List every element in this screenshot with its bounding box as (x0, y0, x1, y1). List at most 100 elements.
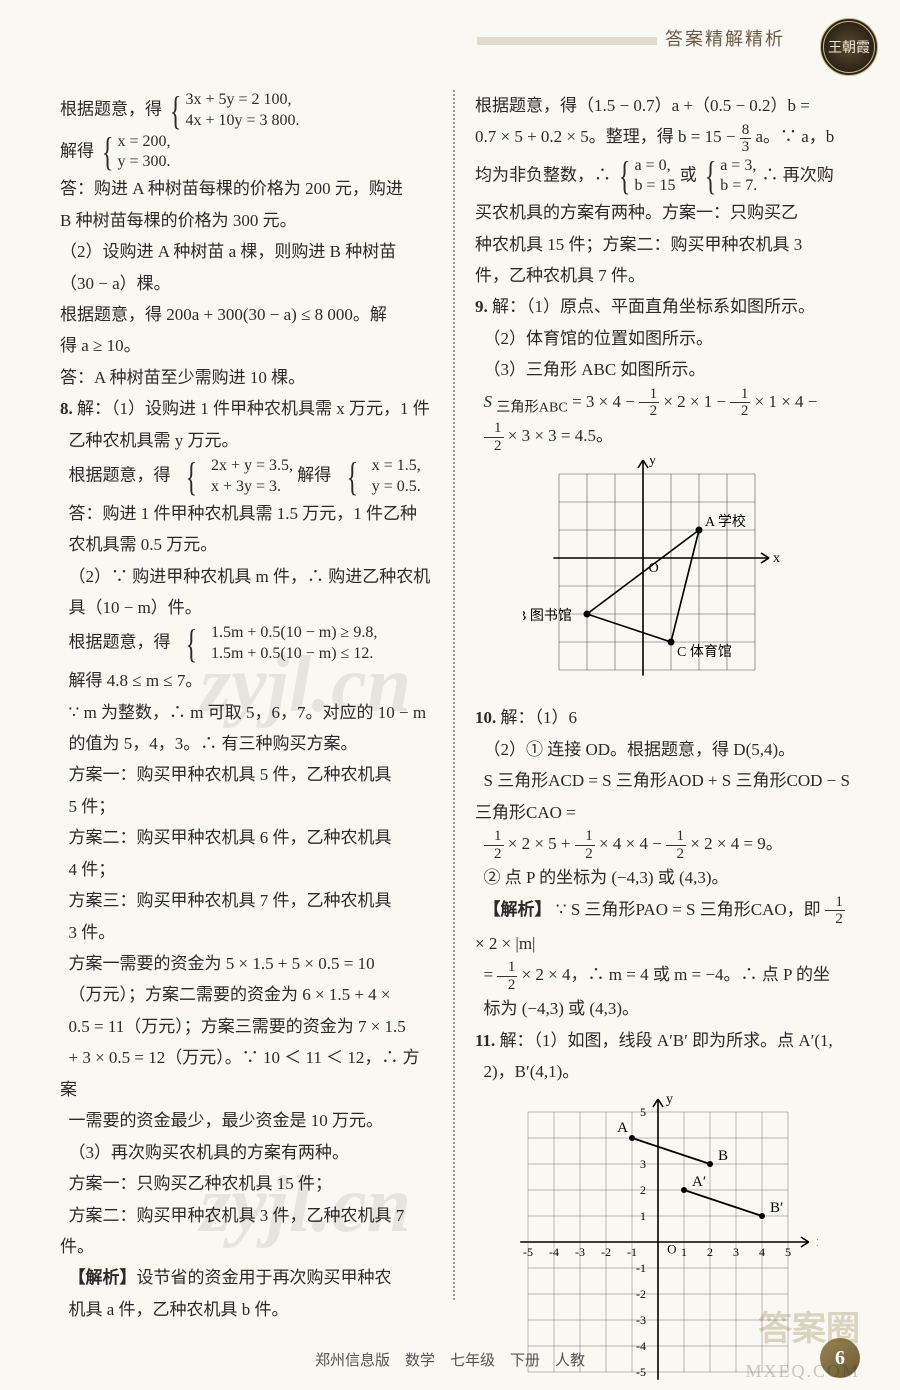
text: 解：（1）设购进 1 件甲种农机具需 x 万元，1 件 (77, 399, 430, 418)
svg-text:-4: -4 (549, 1245, 559, 1259)
frac-n: 1 (497, 959, 517, 977)
text: （2）体育馆的位置如图所示。 (475, 323, 850, 354)
svg-text:x: x (773, 551, 780, 566)
text: × 1 × 4 − (755, 392, 818, 411)
text: 根据题意，得 (69, 466, 171, 485)
text: 的值为 5，4，3。∴ 有三种购买方案。 (60, 728, 433, 759)
eq: 1.5m + 0.5(10 − m) ≤ 12. (202, 644, 377, 665)
q-number: 10. (475, 708, 496, 727)
text: 机具 a 件，乙种农机具 b 件。 (60, 1294, 433, 1325)
text: ∵ S 三角形PAO = S 三角形CAO，即 (556, 900, 825, 919)
text: = (484, 965, 498, 984)
svg-text:x: x (816, 1235, 817, 1250)
text: × 2 × 5 + (508, 834, 575, 853)
svg-text:-1: -1 (627, 1245, 637, 1259)
svg-text:y: y (649, 458, 656, 468)
frac-d: 2 (825, 911, 845, 928)
text: 件，乙种农机具 7 件。 (475, 260, 850, 291)
text: 解：（1）6 (501, 708, 578, 727)
text: 或 (680, 165, 697, 184)
text: 5 件； (60, 791, 433, 822)
text: ∴ 再次购 (761, 165, 833, 184)
text: × 3 × 3 = 4.5。 (508, 426, 613, 445)
text: （3）再次购买农机具的方案有两种。 (60, 1137, 433, 1168)
svg-text:1: 1 (681, 1245, 687, 1259)
text: × 2 × 4，∴ m = 4 或 m = −4。∴ 点 P 的坐 (522, 965, 830, 984)
text: 答：A 种树苗至少需购进 10 棵。 (60, 362, 433, 393)
text: 解得 4.8 ≤ m ≤ 7。 (60, 665, 433, 696)
text: 方案一：购买甲种农机具 5 件，乙种农机具 (60, 759, 433, 790)
svg-text:-3: -3 (575, 1245, 585, 1259)
text: 根据题意，得 (69, 633, 171, 652)
eq: b = 15 (634, 176, 675, 197)
frac-d: 2 (484, 846, 504, 863)
text: 得 a ≥ 10。 (60, 330, 433, 361)
text: （2）设购进 A 种树苗 a 棵，则购进 B 种树苗 (60, 236, 433, 267)
text: 解得 (297, 466, 331, 485)
text: 种农机具 15 件；方案二：购买甲种农机具 3 (475, 229, 850, 260)
text: 一需要的资金最少，最少资金是 10 万元。 (60, 1105, 433, 1136)
frac-d: 3 (740, 139, 752, 156)
svg-text:A: A (617, 1120, 628, 1136)
eq: a = 3, (720, 156, 757, 177)
text: （2）∵ 购进甲种农机具 m 件，∴ 购进乙种农机 (60, 561, 433, 592)
text: 3 件。 (60, 917, 433, 948)
svg-text:4: 4 (759, 1245, 765, 1259)
svg-text:-3: -3 (636, 1313, 646, 1327)
svg-text:5: 5 (785, 1245, 791, 1259)
text: 买农机具的方案有两种。方案一：只购买乙 (475, 197, 850, 228)
text: （2）① 连接 OD。根据题意，得 D(5,4)。 (475, 734, 850, 765)
svg-text:A 学校: A 学校 (705, 513, 746, 530)
text: 三角形ABC (496, 399, 568, 415)
text: （3）三角形 ABC 如图所示。 (475, 354, 850, 385)
text: ∵ m 为整数，∴ m 可取 5，6，7。对应的 10 − m (60, 697, 433, 728)
svg-text:5: 5 (640, 1105, 646, 1119)
svg-text:-1: -1 (636, 1261, 646, 1275)
watermark: MXEQ.COM (745, 1361, 860, 1382)
text: 2)，B′(4,1)。 (475, 1056, 850, 1087)
text: 0.7 × 5 + 0.2 × 5。整理，得 b = 15 − (475, 127, 740, 146)
footer-text: 郑州信息版 数学 七年级 下册 人教 (315, 1349, 585, 1370)
text: = 3 × 4 − (572, 392, 639, 411)
brand-badge: 王朝霞 (820, 18, 878, 76)
text: 标为 (−4,3) 或 (4,3)。 (475, 993, 850, 1024)
svg-text:3: 3 (733, 1245, 739, 1259)
eq: x + 3y = 3. (202, 477, 293, 498)
frac-d: 2 (575, 846, 595, 863)
svg-text:2: 2 (707, 1245, 713, 1259)
eq: 2x + y = 3.5, (202, 456, 293, 477)
text: B 种树苗每棵的价格为 300 元。 (60, 205, 433, 236)
text: × 2 × 1 − (663, 392, 730, 411)
left-column: 根据题意，得 { 3x + 5y = 2 100, 4x + 10y = 3 8… (60, 90, 455, 1300)
svg-text:-5: -5 (523, 1245, 533, 1259)
svg-text:y: y (666, 1092, 673, 1107)
frac-n: 8 (740, 122, 752, 140)
eq: x = 1.5, (363, 456, 421, 477)
svg-text:-2: -2 (636, 1287, 646, 1301)
text: 0.5 = 11（万元）；方案三需要的资金为 7 × 1.5 (60, 1011, 433, 1042)
frac-d: 2 (730, 403, 750, 420)
figure-coordinate-1: OxyA 学校B 图书馆C 体育馆 (523, 458, 803, 698)
text: 均为非负整数，∴ (475, 165, 611, 184)
svg-text:1: 1 (640, 1209, 646, 1223)
frac-n: 1 (484, 828, 504, 846)
q-number: 9. (475, 297, 488, 316)
svg-text:B 图书馆: B 图书馆 (523, 608, 572, 624)
text: ② 点 P 的坐标为 (−4,3) 或 (4,3)。 (475, 862, 850, 893)
watermark: 答案圈 (758, 1301, 860, 1350)
text: 方案一需要的资金为 5 × 1.5 + 5 × 0.5 = 10 (60, 948, 433, 979)
text: （万元）；方案二需要的资金为 6 × 1.5 + 4 × (60, 979, 433, 1010)
text: 设节省的资金用于再次购买甲种农 (137, 1268, 392, 1287)
q-number: 8. (60, 399, 73, 418)
text: 解：（1）原点、平面直角坐标系如图所示。 (492, 297, 815, 316)
frac-n: 1 (730, 386, 750, 404)
text: 解得 (60, 141, 94, 160)
svg-text:O: O (667, 1241, 676, 1256)
svg-text:2: 2 (640, 1183, 646, 1197)
text: （30 − a）棵。 (60, 268, 433, 299)
frac-n: 1 (575, 828, 595, 846)
eq: 1.5m + 0.5(10 − m) ≥ 9.8, (202, 623, 377, 644)
text: × 2 × 4 = 9。 (690, 834, 783, 853)
text: S 三角形ACD = S 三角形AOD + S 三角形COD − S 三角形CA… (475, 765, 850, 828)
text: 答：购进 1 件甲种农机具需 1.5 万元，1 件乙种 (60, 498, 433, 529)
